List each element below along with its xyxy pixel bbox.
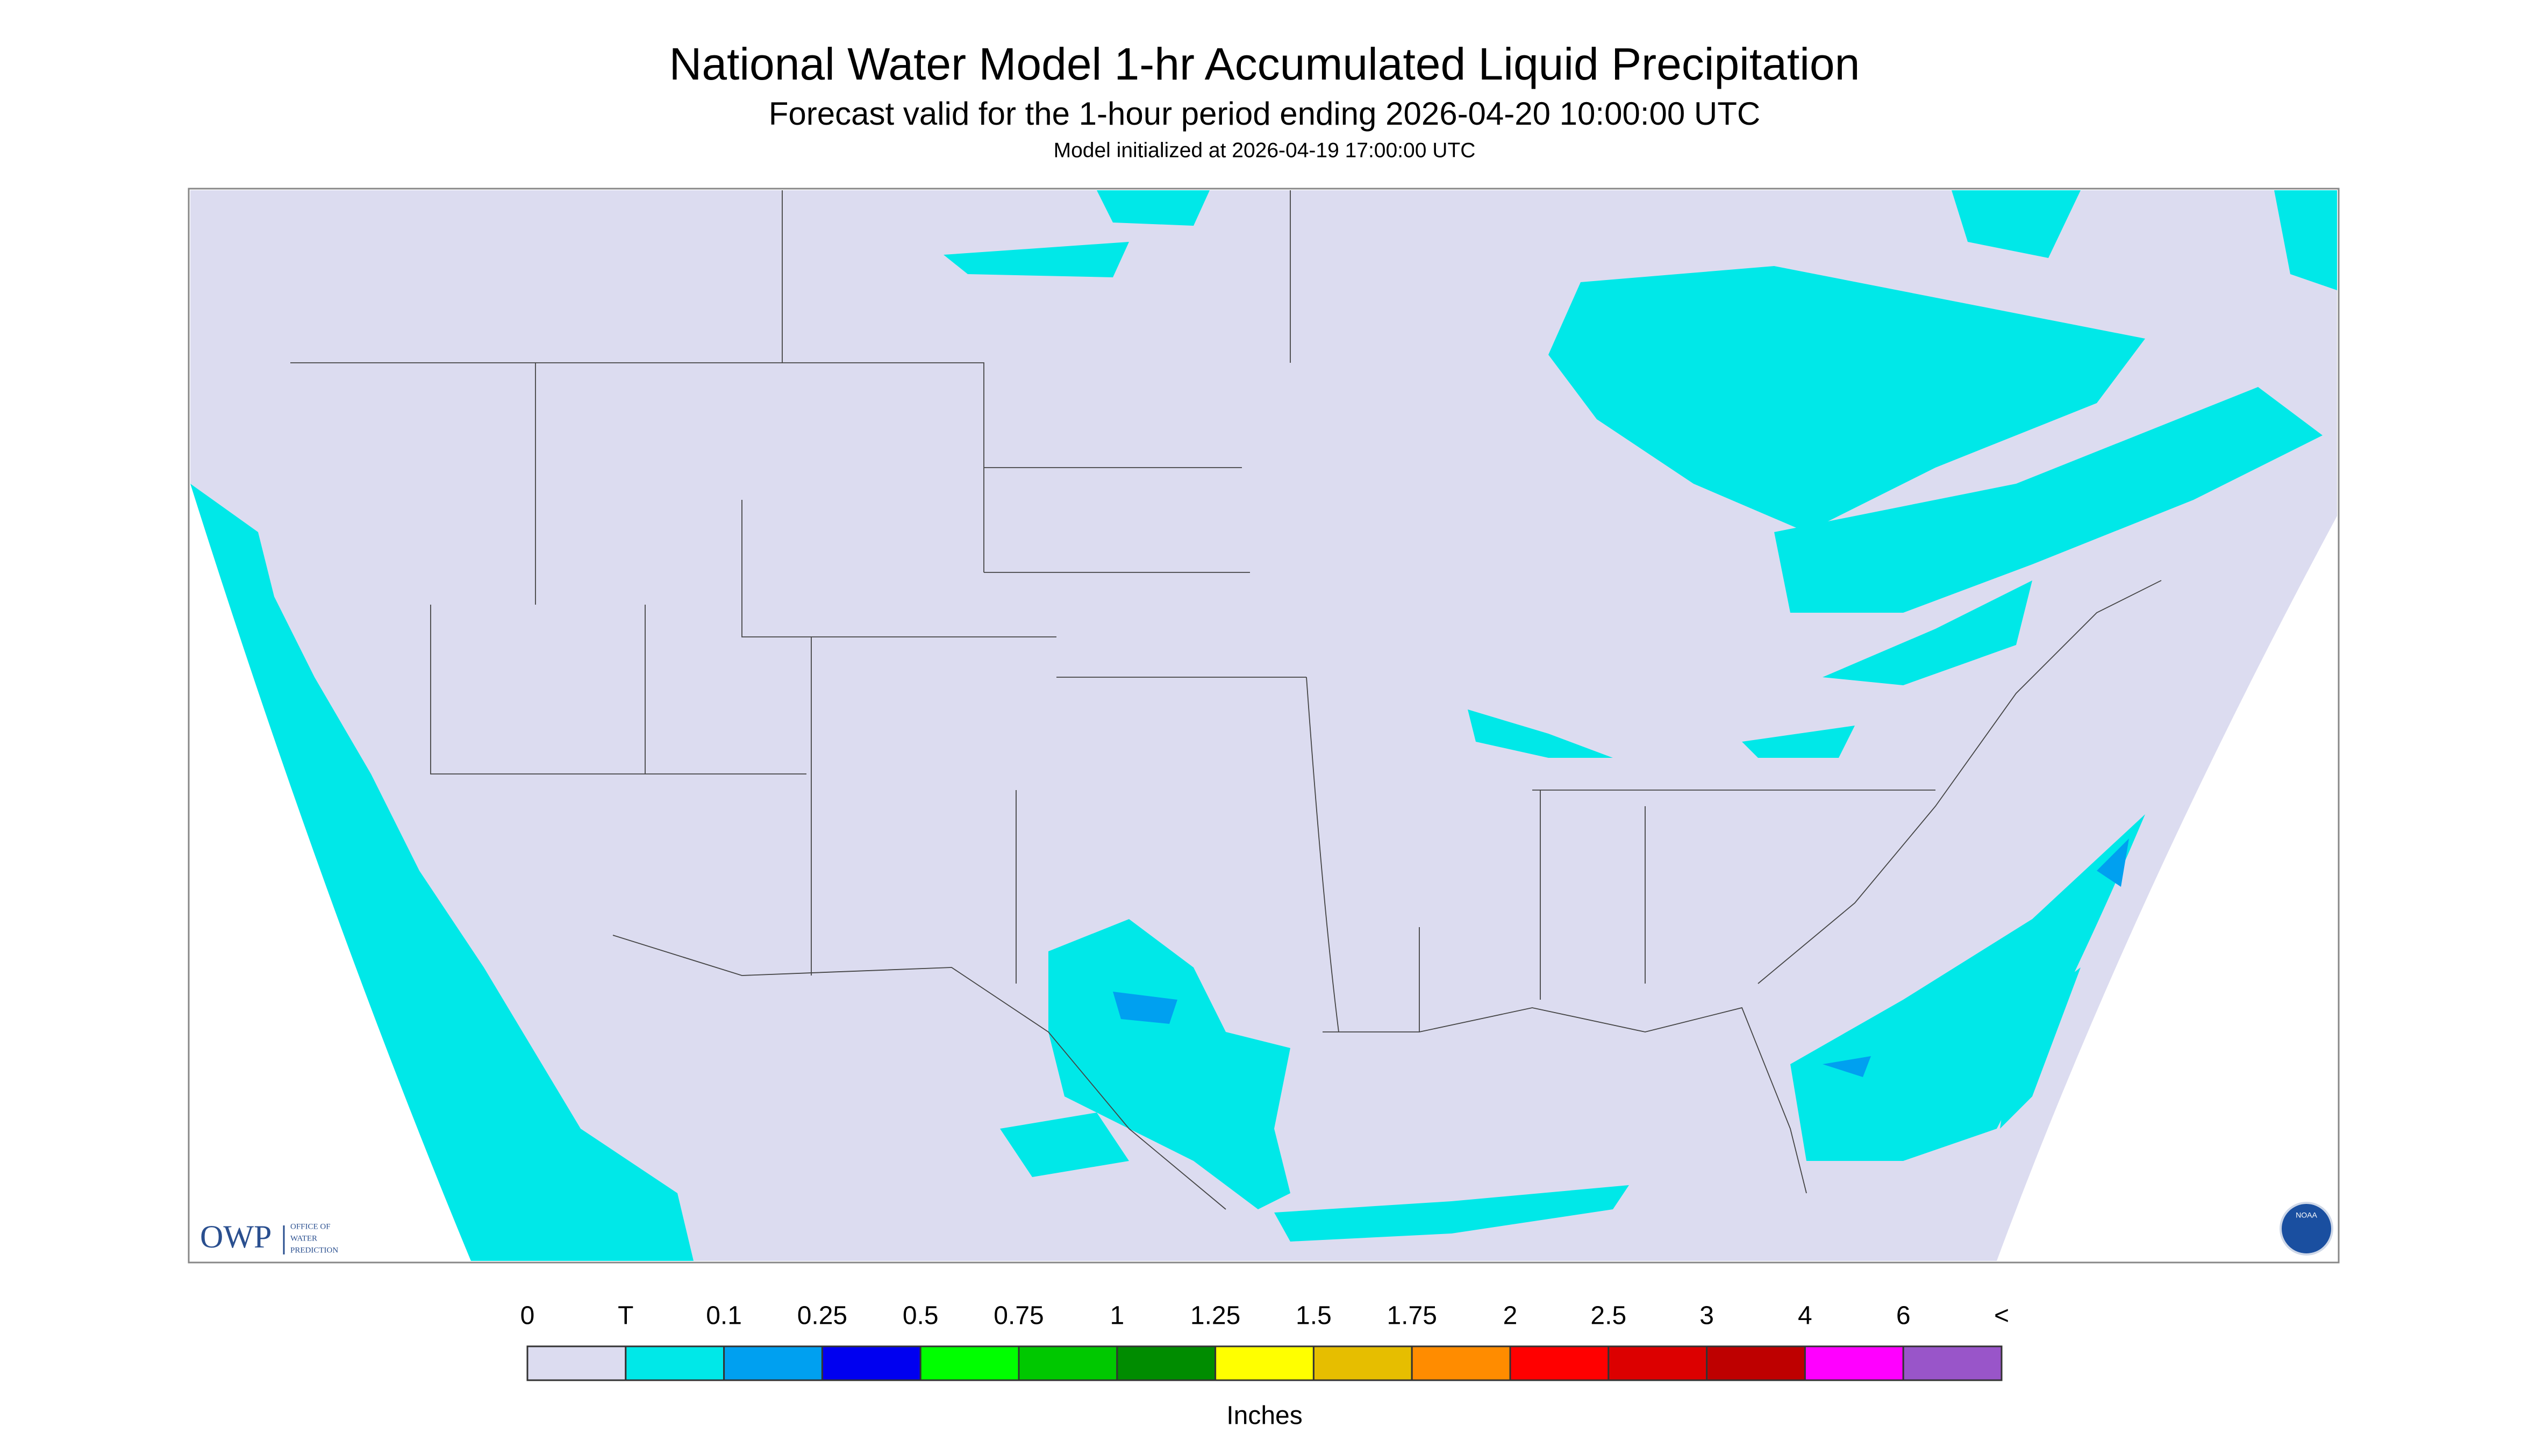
- init-note: Model initialized at 2026-04-19 17:00:00…: [1054, 139, 1476, 162]
- legend-swatch: [1411, 1345, 1511, 1381]
- legend-label: 0.5: [903, 1302, 939, 1330]
- legend-label: 0.75: [994, 1302, 1044, 1330]
- legend-label: 4: [1798, 1302, 1812, 1330]
- legend-swatch: [723, 1345, 823, 1381]
- title: National Water Model 1-hr Accumulated Li…: [669, 39, 1860, 89]
- legend-swatch: [1509, 1345, 1610, 1381]
- legend-label: 0: [520, 1302, 535, 1330]
- noaa-badge: NOAA: [2296, 1211, 2317, 1220]
- legend-swatch: [821, 1345, 921, 1381]
- legend-label: 0.25: [797, 1302, 847, 1330]
- legend-swatch: [1312, 1345, 1413, 1381]
- legend-label: 0.1: [706, 1302, 742, 1330]
- legend-label: 1.75: [1387, 1302, 1437, 1330]
- legend-swatch: [1706, 1345, 1806, 1381]
- legend-swatch: [919, 1345, 1020, 1381]
- logo-line: OFFICE OF: [290, 1222, 331, 1231]
- legend-swatch: [1608, 1345, 1708, 1381]
- legend-swatch: [1804, 1345, 1904, 1381]
- subtitle: Forecast valid for the 1-hour period end…: [769, 96, 1760, 132]
- legend-label: 2.5: [1590, 1302, 1626, 1330]
- legend-swatch: [625, 1345, 725, 1381]
- legend-label: 3: [1699, 1302, 1714, 1330]
- legend-label: T: [618, 1302, 633, 1330]
- legend-swatch: [1116, 1345, 1217, 1381]
- legend-label: 1.5: [1296, 1302, 1332, 1330]
- legend-label: 1.25: [1190, 1302, 1240, 1330]
- logo-name: OWP: [200, 1219, 272, 1254]
- legend-label: 6: [1896, 1302, 1911, 1330]
- logo-line: WATER: [290, 1234, 317, 1243]
- logo-line: PREDICTION: [290, 1246, 338, 1254]
- legend-swatch: [1902, 1345, 2003, 1381]
- legend-label: <: [1994, 1302, 2009, 1330]
- legend-swatch: [1018, 1345, 1118, 1381]
- legend-unit: Inches: [1226, 1402, 1302, 1430]
- legend-swatch: [526, 1345, 627, 1381]
- legend-swatch: [1215, 1345, 1314, 1381]
- legend-label: 2: [1503, 1302, 1518, 1330]
- map: OWP OFFICE OF WATER PREDICTION NOAA: [188, 188, 2340, 1264]
- legend-label: 1: [1110, 1302, 1124, 1330]
- legend: 0 T 0.1 0.25 0.5 0.75 1 1.25 1.5 1.75 2 2.5 3 4 6 <: [520, 1302, 2009, 1381]
